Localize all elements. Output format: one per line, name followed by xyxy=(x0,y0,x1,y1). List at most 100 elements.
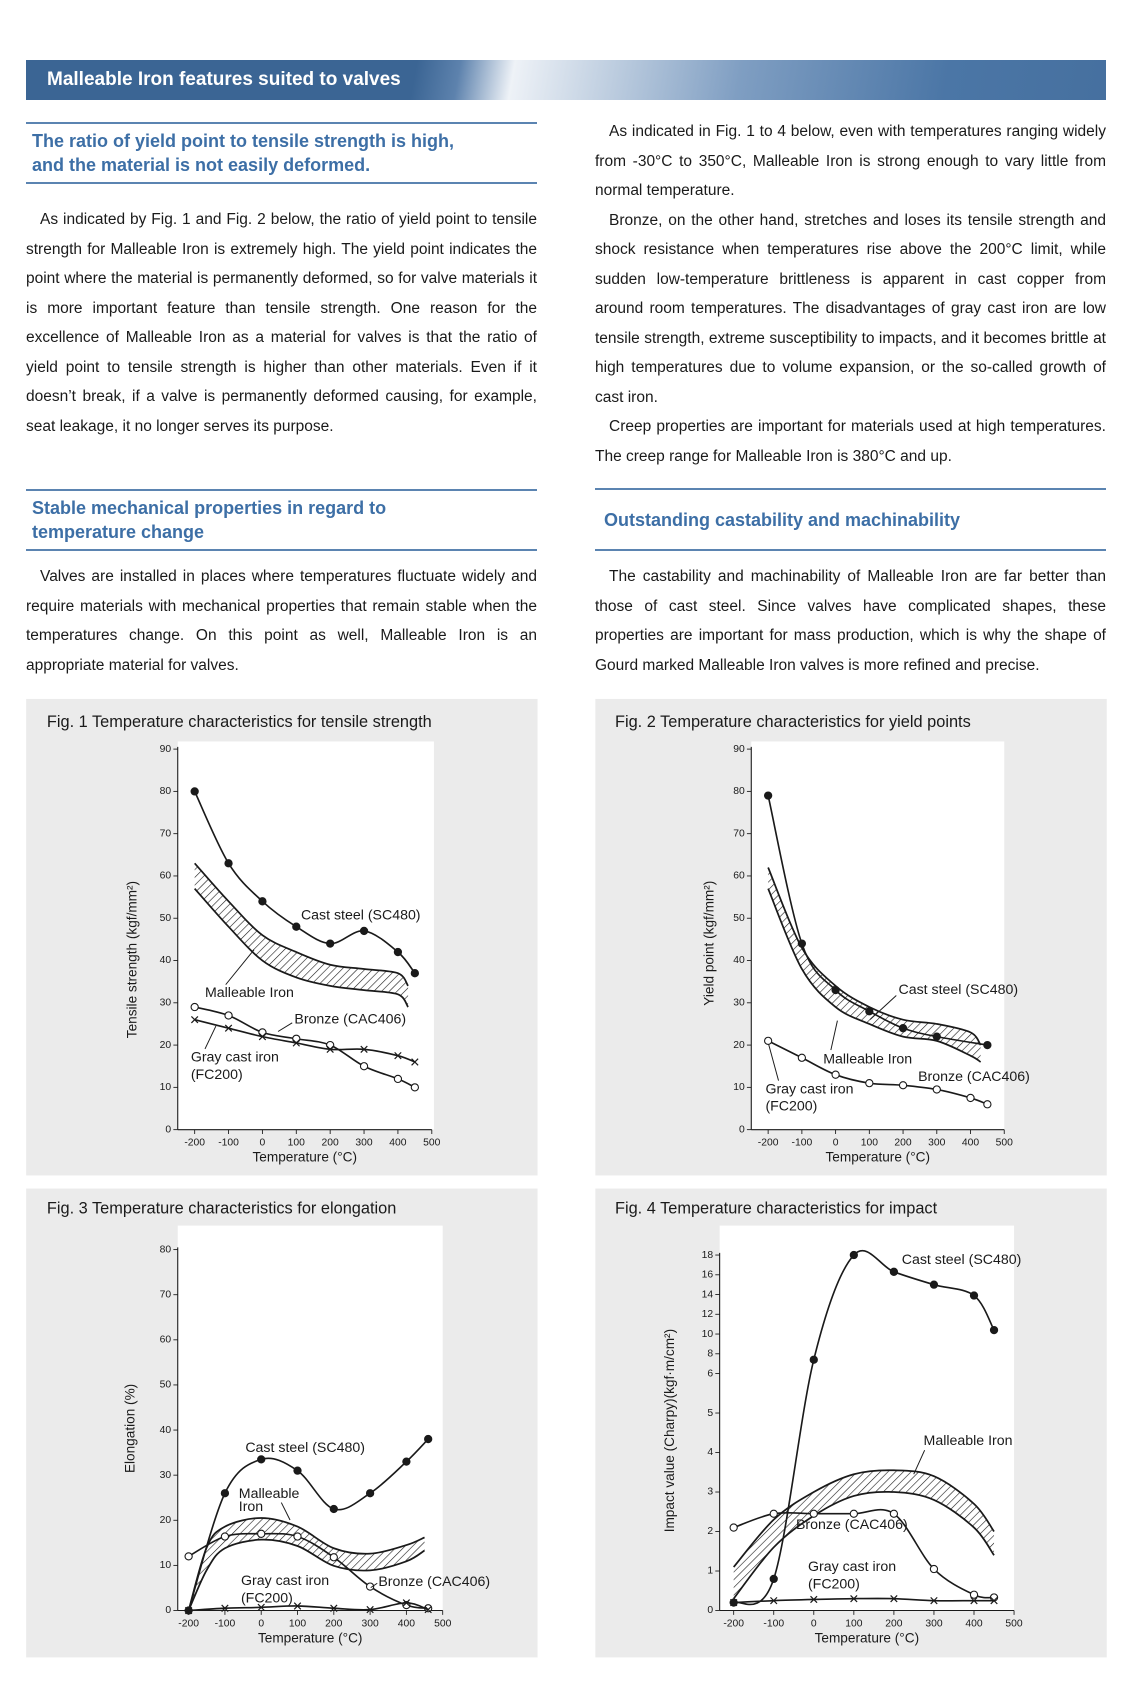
x-tick-label: 400 xyxy=(965,1618,983,1629)
marker xyxy=(969,1590,979,1599)
paragraph: Valves are installed in places where tem… xyxy=(26,568,537,674)
marker xyxy=(970,1596,978,1605)
x-tick-label: -200 xyxy=(723,1618,744,1629)
band-fill xyxy=(733,1470,995,1599)
x-tick-label: -100 xyxy=(763,1618,784,1629)
y-tick-label: 5 xyxy=(707,1408,713,1419)
y-tick-label: 30 xyxy=(160,998,172,1009)
marker xyxy=(831,1070,840,1079)
y-tick-label: 40 xyxy=(160,1425,172,1436)
paragraph: Creep properties are important for mater… xyxy=(595,418,1106,465)
y-tick-label: 0 xyxy=(165,1124,171,1135)
marker xyxy=(402,1599,411,1607)
y-tick-label: 50 xyxy=(160,1380,172,1391)
y-tick-label: 90 xyxy=(733,744,745,755)
marker xyxy=(889,1509,899,1518)
text-block: As indicated by Fig. 1 and Fig. 2 below,… xyxy=(26,205,537,441)
marker xyxy=(889,1267,899,1276)
marker xyxy=(865,1078,874,1088)
marker xyxy=(411,1058,419,1066)
figure-title: Fig. 4 Temperature characteristics for i… xyxy=(615,1200,938,1218)
series-label: Bronze (CAC406) xyxy=(294,1011,406,1027)
y-tick-label: 10 xyxy=(733,1082,745,1093)
band-lower xyxy=(767,888,982,1063)
series-label: Gray cast iron (FC200) xyxy=(191,1049,279,1082)
y-tick-label: 40 xyxy=(733,955,745,966)
y-tick-label: 14 xyxy=(702,1289,714,1300)
marker xyxy=(359,1062,369,1071)
band-upper xyxy=(767,867,982,1046)
y-tick-label: 80 xyxy=(160,1244,172,1255)
marker xyxy=(394,1051,402,1060)
x-tick-label: 200 xyxy=(322,1137,340,1148)
marker xyxy=(424,1434,433,1444)
leader-line xyxy=(913,1450,926,1475)
section-heading: Stable mechanical properties in regard t… xyxy=(32,498,387,542)
marker xyxy=(809,1355,818,1364)
y-tick-label: 20 xyxy=(160,1040,172,1051)
marker xyxy=(769,1574,778,1584)
marker xyxy=(360,1045,368,1054)
figure-title: Fig. 1 Temperature characteristics for t… xyxy=(47,713,432,731)
marker xyxy=(190,787,199,796)
marker xyxy=(890,1594,898,1603)
y-tick-label: 16 xyxy=(702,1270,714,1281)
section-heading: Outstanding castability and machinabilit… xyxy=(604,509,961,530)
marker xyxy=(326,939,335,948)
y-tick-label: 1 xyxy=(707,1566,713,1577)
x-tick-label: -100 xyxy=(218,1137,239,1148)
y-tick-label: 30 xyxy=(160,1470,172,1481)
header-title: Malleable Iron features suited to valves xyxy=(47,69,401,90)
y-tick-label: 18 xyxy=(702,1250,714,1261)
y-tick-label: 0 xyxy=(707,1605,713,1616)
x-axis-label: Temperature (°C) xyxy=(815,1630,920,1645)
section-heading-box: The ratio of yield point to tensile stre… xyxy=(26,122,537,184)
x-axis-label: Temperature (°C) xyxy=(253,1150,358,1165)
y-tick-label: 10 xyxy=(160,1082,172,1093)
y-tick-label: 50 xyxy=(160,913,172,924)
y-tick-label: 80 xyxy=(160,786,172,797)
x-tick-label: 400 xyxy=(398,1618,416,1629)
x-tick-label: 0 xyxy=(258,1618,264,1629)
series-label: Bronze (CAC406) xyxy=(378,1574,490,1590)
marker xyxy=(769,1509,778,1518)
y-tick-label: 40 xyxy=(160,955,172,966)
band-upper xyxy=(733,1469,995,1568)
series-label: Malleable Iron xyxy=(924,1433,1013,1449)
marker xyxy=(224,1024,233,1032)
series-label: Cast steel (SC480) xyxy=(245,1440,365,1456)
section-heading-box: Outstanding castability and machinabilit… xyxy=(595,488,1106,551)
band-upper xyxy=(194,862,409,987)
marker xyxy=(849,1250,858,1260)
marker xyxy=(190,1002,199,1012)
x-tick-label: -100 xyxy=(215,1618,236,1629)
marker xyxy=(292,922,301,931)
y-axis-label: Elongation (%) xyxy=(122,1384,137,1473)
series-line xyxy=(733,1597,995,1604)
y-tick-label: 70 xyxy=(160,1289,172,1300)
series-label: Cast steel (SC480) xyxy=(902,1252,1022,1268)
y-tick-label: 4 xyxy=(707,1447,713,1458)
marker xyxy=(293,1532,302,1541)
y-tick-label: 20 xyxy=(160,1515,172,1526)
series-label: Cast steel (SC480) xyxy=(898,982,1018,998)
marker xyxy=(929,1564,939,1574)
x-tick-label: 300 xyxy=(361,1618,379,1629)
x-tick-label: -100 xyxy=(792,1137,813,1148)
plot-area xyxy=(177,741,434,1130)
y-tick-label: 0 xyxy=(739,1124,745,1135)
y-tick-label: 50 xyxy=(733,913,745,924)
paragraph: As indicated in Fig. 1 to 4 below, even … xyxy=(595,123,1106,199)
section-heading-box: Stable mechanical properties in regard t… xyxy=(26,489,537,551)
marker xyxy=(330,1604,338,1612)
marker xyxy=(257,1603,265,1612)
marker xyxy=(329,1553,338,1562)
marker xyxy=(983,1100,992,1109)
marker xyxy=(410,1083,419,1092)
marker xyxy=(184,1552,193,1561)
x-tick-label: 300 xyxy=(928,1137,946,1148)
paragraph: As indicated by Fig. 1 and Fig. 2 below,… xyxy=(26,211,537,435)
marker xyxy=(393,1074,403,1084)
marker xyxy=(190,1016,199,1024)
marker xyxy=(989,1325,999,1335)
